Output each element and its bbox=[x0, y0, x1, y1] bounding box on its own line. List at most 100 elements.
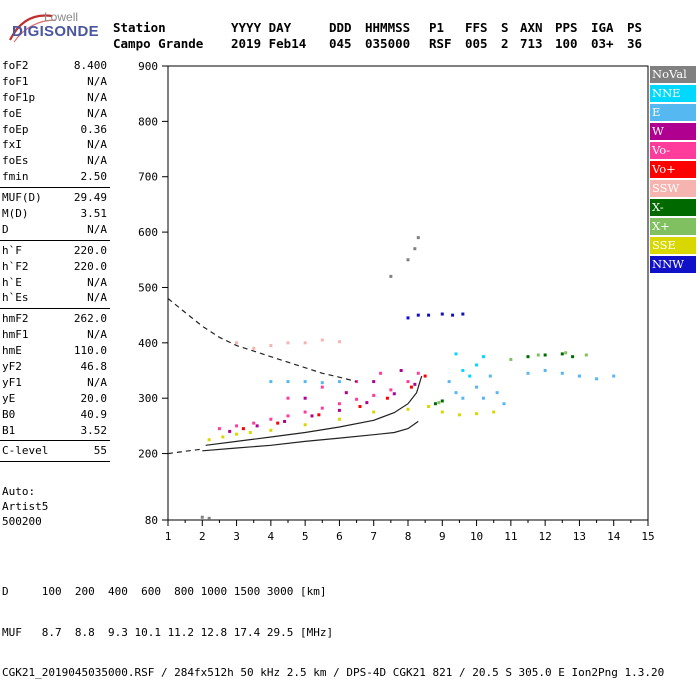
footer: D 100 200 400 600 800 1000 1500 3000 [km… bbox=[2, 558, 664, 693]
param-label: fmin bbox=[2, 170, 29, 184]
param-row: B0 40.9 bbox=[0, 407, 110, 423]
param-value: N/A bbox=[87, 375, 107, 389]
divider bbox=[0, 239, 110, 241]
data-point-e bbox=[488, 374, 492, 378]
x-tick-label: 9 bbox=[439, 530, 446, 543]
data-point-nne bbox=[468, 374, 472, 378]
param-label: hmE bbox=[2, 344, 22, 358]
y-tick-label: 300 bbox=[138, 392, 158, 405]
param-label: C-level bbox=[2, 444, 49, 458]
data-point-x- bbox=[571, 355, 575, 359]
data-point-vo- bbox=[269, 417, 273, 421]
x-tick-label: 4 bbox=[268, 530, 275, 543]
data-point-sse bbox=[207, 438, 211, 442]
param-value: N/A bbox=[87, 275, 107, 289]
data-point-vo- bbox=[303, 410, 307, 414]
y-tick-label: 900 bbox=[138, 60, 158, 73]
data-point-w bbox=[303, 396, 307, 400]
dashed-trace-line bbox=[167, 298, 357, 383]
data-point-vo- bbox=[406, 380, 410, 384]
x-tick-label: 3 bbox=[233, 530, 240, 543]
param-label: foF1 bbox=[2, 74, 29, 88]
param-label: B1 bbox=[2, 423, 16, 437]
data-point-ssw bbox=[320, 338, 324, 342]
param-row: yE 20.0 bbox=[0, 391, 110, 407]
x-tick-label: 7 bbox=[370, 530, 377, 543]
data-point-vo- bbox=[355, 397, 359, 401]
param-row: yF2 46.8 bbox=[0, 359, 110, 375]
legend: NoVal NNE E W Vo- Vo+ SSW X- X+ SSE NNW bbox=[650, 66, 696, 275]
legend-item-x-: X- bbox=[650, 199, 696, 216]
legend-item-sse: SSE bbox=[650, 237, 696, 254]
data-point-w bbox=[283, 419, 287, 423]
data-point-e bbox=[526, 371, 530, 375]
data-point-noval bbox=[200, 515, 204, 519]
data-point-x- bbox=[433, 402, 437, 406]
data-point-e bbox=[447, 380, 451, 384]
data-point-x- bbox=[564, 351, 568, 355]
data-point-w bbox=[365, 401, 369, 405]
year-day-value: 2019 Feb14 bbox=[231, 36, 307, 51]
data-point-e bbox=[320, 381, 324, 385]
ps-value: 36 bbox=[627, 36, 643, 51]
data-point-e bbox=[454, 391, 458, 395]
param-value: 3.52 bbox=[80, 423, 108, 437]
solid-trace-line bbox=[205, 375, 423, 446]
data-point-x- bbox=[560, 352, 564, 356]
data-point-w bbox=[228, 429, 232, 433]
x-tick-label: 13 bbox=[573, 530, 586, 543]
data-point-sse bbox=[303, 423, 307, 427]
param-label: foEp bbox=[2, 122, 29, 136]
data-point-sse bbox=[457, 413, 461, 417]
data-point-sse bbox=[492, 410, 496, 414]
data-point-w bbox=[255, 424, 259, 428]
data-point-w bbox=[399, 369, 403, 373]
legend-item-ssw: SSW bbox=[650, 180, 696, 197]
data-point-sse bbox=[337, 417, 341, 421]
param-label: foE bbox=[2, 106, 22, 120]
data-point-e bbox=[461, 396, 465, 400]
data-point-sse bbox=[269, 428, 273, 432]
iga-value: 03+ bbox=[591, 36, 614, 51]
data-point-nne bbox=[481, 355, 485, 359]
dashed-trace-line bbox=[167, 448, 203, 455]
param-label: yF1 bbox=[2, 375, 22, 389]
data-point-ssw bbox=[337, 340, 341, 344]
param-label: foF1p bbox=[2, 90, 36, 104]
param-value: N/A bbox=[87, 74, 107, 88]
data-point-w bbox=[413, 382, 417, 386]
param-value: 262.0 bbox=[73, 312, 107, 326]
y-tick-label: 500 bbox=[138, 281, 158, 294]
p1-value: RSF bbox=[429, 36, 452, 51]
param-label: D bbox=[2, 222, 9, 236]
param-value: 46.8 bbox=[80, 360, 108, 374]
data-point-vo- bbox=[423, 374, 427, 378]
param-label: yE bbox=[2, 391, 16, 405]
y-tick-label: 400 bbox=[138, 337, 158, 350]
logo-line2: DIGISONDE bbox=[12, 23, 99, 40]
station-value: Campo Grande bbox=[113, 36, 204, 51]
data-point-x- bbox=[440, 399, 444, 403]
data-point-vo- bbox=[409, 385, 413, 389]
param-value: 8.400 bbox=[73, 59, 107, 72]
data-point-e bbox=[595, 377, 599, 381]
data-point-nnw bbox=[451, 313, 455, 317]
param-row: fxI N/A bbox=[0, 137, 110, 153]
x-tick-label: 14 bbox=[607, 530, 621, 543]
param-label: h`F2 bbox=[2, 259, 29, 273]
data-point-nnw bbox=[416, 313, 420, 317]
param-value: 55 bbox=[93, 444, 107, 458]
param-value: N/A bbox=[87, 291, 107, 305]
data-point-vo- bbox=[389, 388, 393, 392]
legend-item-nnw: NNW bbox=[650, 256, 696, 273]
y-tick-label: 80 bbox=[145, 514, 158, 527]
param-label: h`F bbox=[2, 243, 22, 257]
auto-code: 500200 bbox=[2, 515, 42, 528]
param-row: MUF(D) 29.49 bbox=[0, 190, 110, 206]
param-value: 29.49 bbox=[73, 191, 107, 205]
x-tick-label: 15 bbox=[641, 530, 654, 543]
auto-artist: Artist5 bbox=[2, 500, 49, 513]
divider bbox=[0, 440, 110, 442]
x-tick-label: 6 bbox=[336, 530, 343, 543]
data-point-sse bbox=[372, 410, 376, 414]
